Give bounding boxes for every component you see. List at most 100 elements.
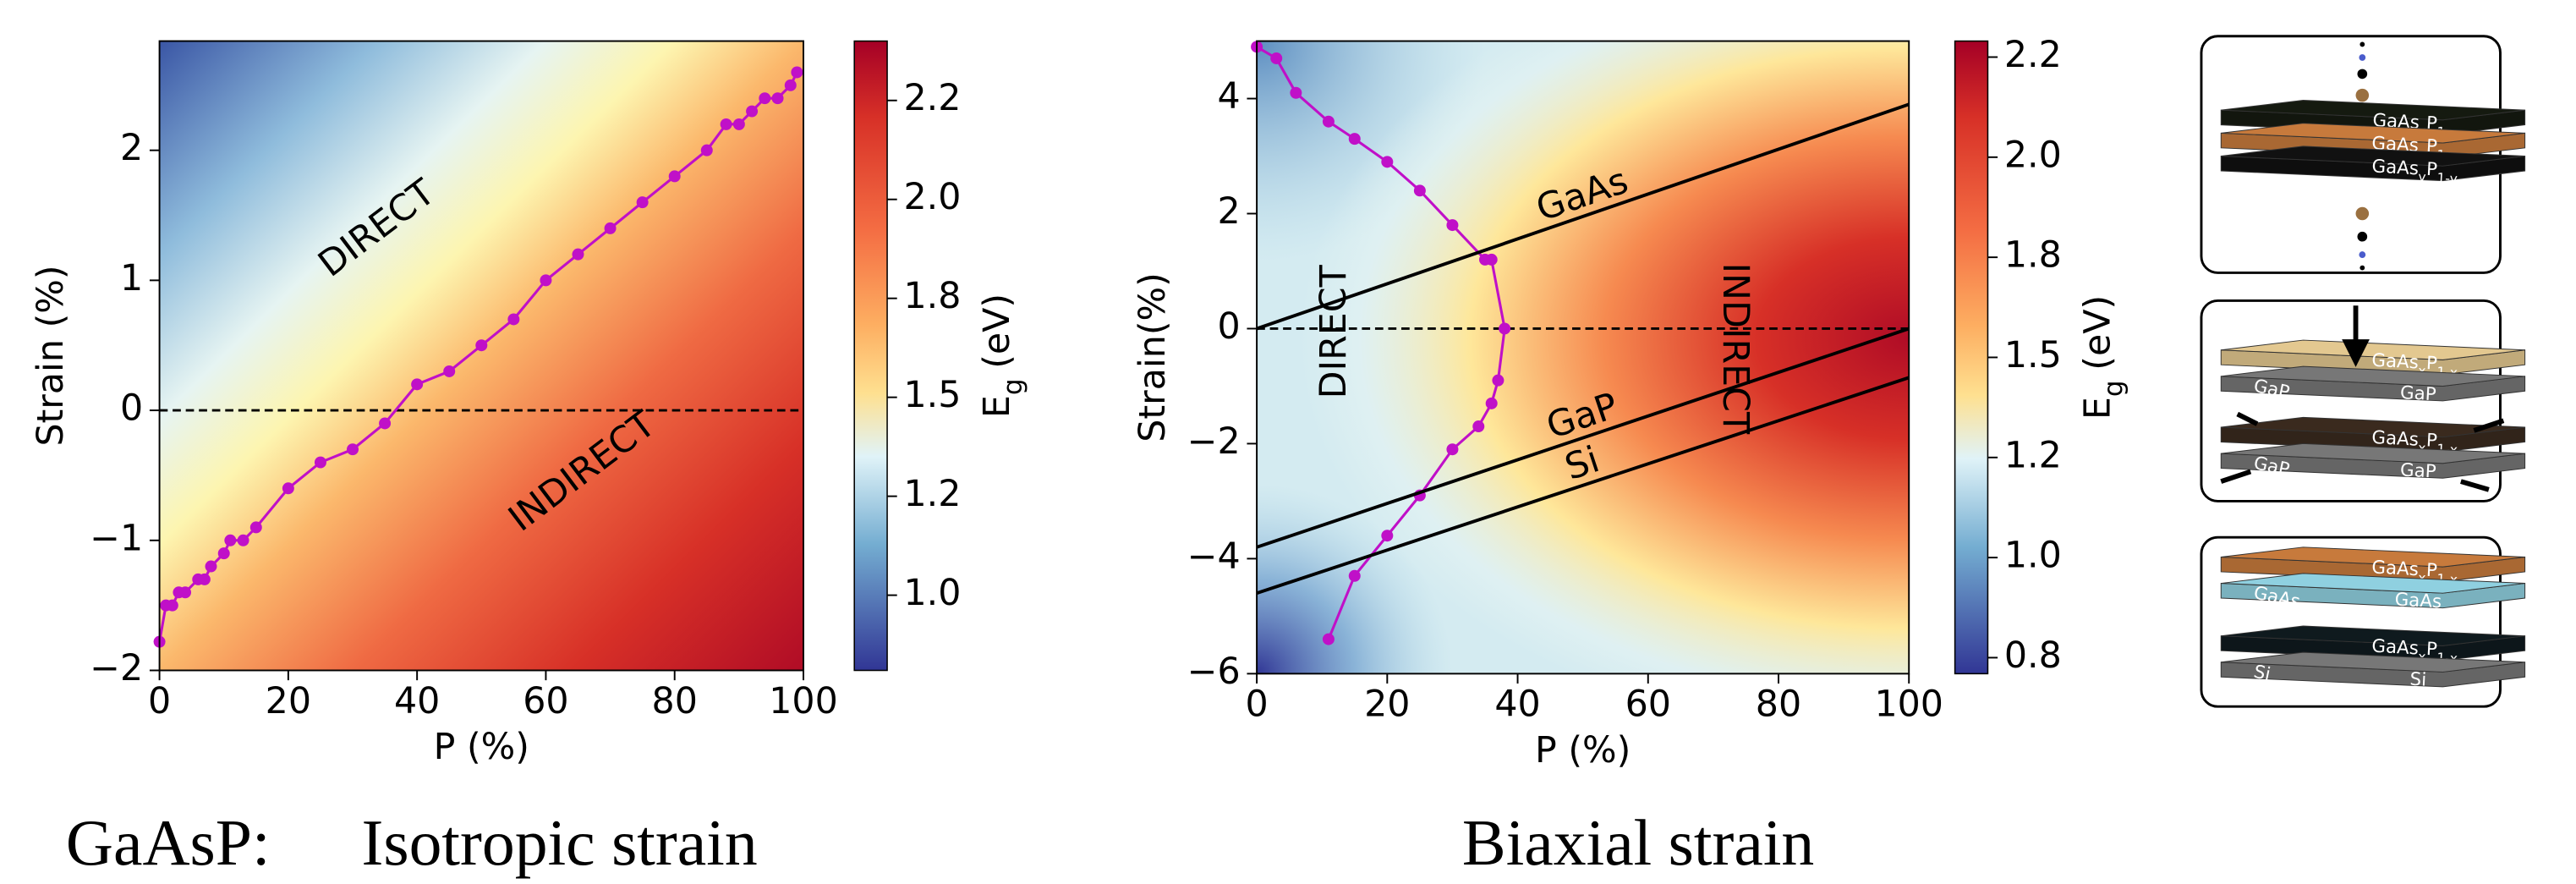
marker — [784, 79, 797, 91]
y-tick-label: −2 — [90, 647, 143, 689]
plot-frame — [158, 40, 804, 672]
y-tick-label: 2 — [120, 127, 143, 169]
colorbar-tick-label: 1.5 — [2004, 334, 2062, 376]
label-part: Si — [2409, 669, 2427, 691]
marker — [720, 118, 732, 130]
colorbar-label: Eg (eV) — [2076, 295, 2129, 420]
label-part: E — [2076, 397, 2118, 420]
layer-label: GaAs — [2394, 589, 2442, 612]
marker — [604, 222, 617, 234]
annotation: INDIRECT — [1714, 262, 1757, 435]
colorbar-tick-label: 1.2 — [903, 473, 961, 515]
marker — [282, 482, 294, 495]
y-axis-label: Strain(%) — [1132, 272, 1174, 442]
arrow — [2473, 418, 2505, 433]
annotation: DIRECT — [1313, 264, 1355, 398]
marker — [636, 196, 649, 209]
x-tick-label: 0 — [148, 680, 171, 722]
marker — [314, 456, 326, 469]
colorbar — [853, 40, 888, 672]
x-tick-label: 60 — [523, 680, 568, 722]
marker — [443, 365, 456, 377]
x-tick-label: 20 — [266, 680, 311, 722]
colorbar-tick-label: 2.2 — [903, 77, 961, 119]
x-axis-label: P (%) — [434, 726, 529, 768]
layer-label: GaAsyP1-y — [2371, 156, 2458, 186]
label-sub: g — [998, 378, 1028, 395]
dot — [2357, 231, 2368, 242]
colorbar-label: Eg (eV) — [976, 294, 1029, 418]
label-part: P — [2425, 159, 2437, 181]
marker — [224, 534, 237, 546]
label-part: P — [2425, 353, 2437, 375]
marker — [379, 417, 392, 430]
y-axis-label: Strain (%) — [30, 265, 72, 446]
marker — [1381, 156, 1394, 168]
layer-label: GaP — [2399, 382, 2436, 405]
x-tick-label: 80 — [1756, 684, 1801, 726]
marker — [347, 443, 359, 456]
marker — [1290, 86, 1302, 99]
layer-top — [2221, 442, 2525, 464]
arrow — [2236, 411, 2259, 426]
layer-label: GaP — [2399, 459, 2436, 482]
marker — [771, 92, 784, 105]
marker — [1485, 397, 1498, 409]
y-tick-label: −1 — [90, 517, 143, 559]
y-tick-label: 0 — [1217, 305, 1240, 348]
x-tick-label: 0 — [1246, 684, 1269, 726]
layer-top — [2221, 416, 2525, 438]
colorbar-tick-label: 1.5 — [903, 374, 961, 416]
layer-top — [2221, 146, 2525, 167]
label-sub: x — [2418, 649, 2426, 664]
dot — [2360, 265, 2365, 271]
line — [1256, 327, 1910, 549]
y-tick-label: 2 — [1217, 190, 1240, 233]
label-sub: x — [2418, 363, 2426, 378]
dot — [2357, 69, 2368, 80]
label-part: (eV) — [976, 294, 1018, 369]
label-part: E — [976, 395, 1018, 418]
label-sub: y — [2418, 169, 2426, 184]
colorbar-tick-label: 1.8 — [2004, 234, 2062, 277]
label-part: GaAs — [2394, 589, 2442, 612]
layer-top — [2221, 546, 2525, 568]
marker — [1413, 184, 1426, 197]
heatmap — [159, 41, 803, 671]
marker — [1322, 115, 1335, 128]
layer-top — [2221, 573, 2525, 594]
marker — [1348, 569, 1361, 582]
marker — [1485, 253, 1498, 266]
plot-frame — [1256, 40, 1910, 675]
x-axis-label: P (%) — [1535, 729, 1631, 771]
arrow — [2220, 469, 2252, 484]
marker — [166, 599, 178, 612]
dot — [2355, 88, 2370, 102]
layer-label: Si — [2409, 669, 2427, 691]
arrow — [2342, 305, 2370, 367]
colorbar-tick-label: 2.0 — [903, 176, 961, 218]
layer-top — [2221, 99, 2525, 121]
marker — [668, 170, 681, 183]
layer-label: GaAsxP1-x — [2371, 557, 2459, 587]
marker — [1472, 420, 1485, 433]
marker — [759, 92, 771, 105]
marker — [237, 534, 249, 546]
x-tick-label: 40 — [394, 680, 440, 722]
marker — [198, 573, 211, 585]
marker — [572, 248, 584, 261]
label-part: P — [2425, 639, 2437, 661]
x-tick-label: 40 — [1494, 684, 1540, 726]
dot — [2359, 251, 2366, 258]
label-sub: 1-y — [2436, 170, 2458, 186]
marker — [205, 560, 217, 573]
y-tick-label: −4 — [1187, 535, 1241, 578]
x-tick-label: 60 — [1625, 684, 1671, 726]
marker — [1270, 52, 1283, 64]
dot — [2359, 54, 2366, 61]
label-sub: x — [2418, 570, 2426, 585]
layer-top — [2221, 625, 2525, 646]
caption: Biaxial strain — [1462, 806, 1814, 879]
colorbar-tick-label: 1.0 — [903, 572, 961, 614]
marker — [411, 378, 424, 391]
